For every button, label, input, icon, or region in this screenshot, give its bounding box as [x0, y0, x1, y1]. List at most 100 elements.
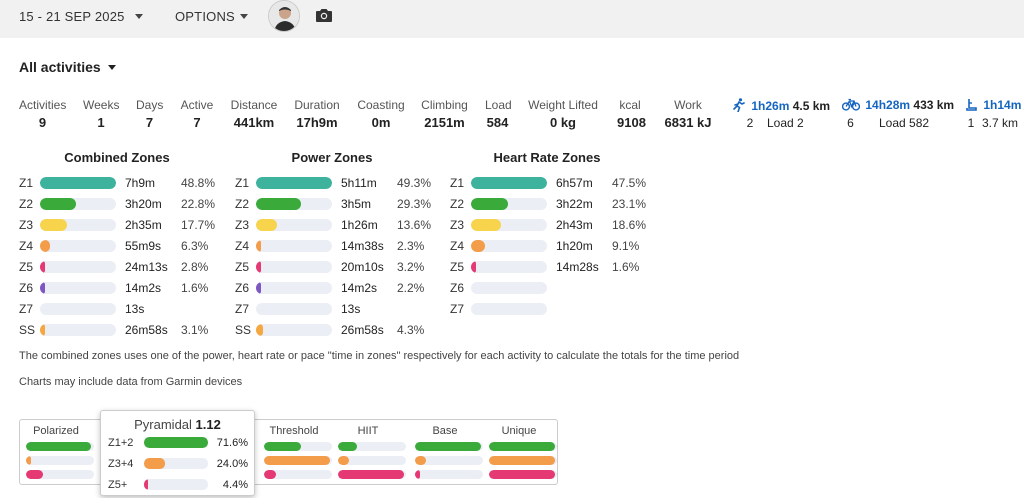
distribution-hiit[interactable]: HIIT	[332, 420, 406, 484]
distribution-bar-fill	[415, 470, 420, 479]
zone-time: 5h11m	[341, 176, 377, 190]
zone-chart-title: Power Zones	[291, 150, 373, 165]
ride-count: 6	[847, 116, 854, 130]
zone-bar	[40, 261, 116, 273]
stat-activities: Activities 9	[19, 98, 66, 130]
zone-label: Z7	[450, 302, 465, 316]
distribution-bar-fill	[489, 456, 555, 465]
run-time: 1h26m	[751, 99, 790, 113]
run-count: 2	[746, 116, 754, 130]
zone-percent: 23.1%	[612, 197, 647, 211]
zone-bar	[256, 324, 332, 336]
distribution-bar	[338, 456, 406, 465]
distribution-polarized[interactable]: Polarized	[20, 420, 94, 484]
run-load: Load 2	[767, 116, 804, 130]
zone-bar	[471, 303, 547, 315]
zone-row: Z7 13s	[235, 302, 435, 316]
stat-coasting: Coasting 0m	[357, 98, 405, 130]
pyramidal-row-percent: 4.4%	[222, 479, 248, 491]
distribution-bar-fill	[26, 456, 31, 465]
camera-icon[interactable]	[314, 5, 334, 25]
distribution-base[interactable]: Base	[409, 420, 483, 484]
date-range-selector[interactable]: 15 - 21 SEP 2025	[19, 9, 143, 24]
zone-row: Z2 3h22m 23.1%	[450, 197, 650, 211]
zone-label: Z5	[235, 260, 250, 274]
zone-bar-fill	[256, 240, 261, 252]
ride-distance: 433 km	[913, 98, 955, 112]
zone-row: Z1 7h9m 48.8%	[19, 176, 219, 190]
zone-time: 2h35m	[125, 218, 162, 232]
options-menu-button[interactable]: OPTIONS	[175, 9, 248, 24]
stat-value: 17h9m	[296, 115, 338, 130]
bike-icon	[841, 98, 861, 111]
distribution-bar	[415, 442, 483, 451]
zone-percent: 2.2%	[397, 281, 425, 295]
zone-bar-fill	[40, 324, 46, 336]
distribution-bar-fill	[338, 456, 349, 465]
zone-time: 26m58s	[341, 323, 384, 337]
zone-percent: 1.6%	[181, 281, 209, 295]
chevron-down-icon	[239, 14, 248, 20]
distribution-bar	[415, 456, 483, 465]
zone-label: Z6	[450, 281, 465, 295]
zone-row: Z2 3h5m 29.3%	[235, 197, 435, 211]
stat-value: 441km	[233, 115, 275, 130]
pyramidal-bar	[144, 479, 208, 490]
distribution-bar	[415, 470, 483, 479]
sport-summary-run[interactable]: 1h26m 4.5 km 2 Load 2	[733, 98, 830, 130]
pyramidal-row-percent: 24.0%	[216, 458, 248, 470]
zone-bar	[471, 198, 547, 210]
stat-label: Load	[485, 98, 512, 112]
zone-label: Z5	[19, 260, 34, 274]
distribution-bar-fill	[489, 470, 555, 479]
stat-active: Active 7	[180, 98, 214, 130]
zone-time: 24m13s	[125, 260, 168, 274]
zone-row: Z5 24m13s 2.8%	[19, 260, 219, 274]
stat-days: Days 7	[136, 98, 163, 130]
stat-kcal: kcal 9108	[617, 98, 646, 130]
distribution-label: Threshold	[269, 425, 319, 437]
distribution-unique[interactable]: Unique	[483, 420, 557, 484]
zone-row: Z5 14m28s 1.6%	[450, 260, 650, 274]
zone-percent: 22.8%	[181, 197, 216, 211]
activity-filter-dropdown[interactable]: All activities	[19, 59, 116, 75]
zone-row: Z3 2h35m 17.7%	[19, 218, 219, 232]
zone-bar-fill	[256, 261, 262, 273]
stat-label: Active	[180, 98, 214, 112]
zone-time: 14m2s	[125, 281, 162, 295]
stat-label: Weight Lifted	[528, 98, 598, 112]
chevron-down-icon	[107, 64, 116, 70]
pyramidal-row-label: Z1+2	[108, 437, 134, 449]
zone-bar	[256, 240, 332, 252]
zone-bar-fill	[40, 282, 45, 294]
zone-time: 3h22m	[556, 197, 593, 211]
run-icon	[733, 98, 745, 113]
zone-label: Z1	[19, 176, 34, 190]
distribution-bar	[489, 442, 557, 451]
zone-percent: 9.1%	[612, 239, 640, 253]
zone-percent: 4.3%	[397, 323, 425, 337]
pyramidal-label: Pyramidal	[134, 417, 192, 432]
distribution-bar	[26, 456, 94, 465]
stat-label: Coasting	[357, 98, 405, 112]
zone-row: Z7 13s	[19, 302, 219, 316]
zone-row: Z4 14m38s 2.3%	[235, 239, 435, 253]
zone-percent: 3.1%	[181, 323, 209, 337]
distribution-threshold[interactable]: Threshold	[258, 420, 332, 484]
pyramidal-title: Pyramidal 1.12	[101, 417, 254, 432]
zone-label: Z4	[19, 239, 34, 253]
zone-bar-fill	[256, 282, 261, 294]
zone-bar-fill	[256, 198, 301, 210]
sport-summary-walk[interactable]: 1h14m 1 3.7 km	[966, 98, 1021, 130]
stat-label: Work	[674, 98, 702, 112]
distribution-bar-fill	[338, 442, 358, 451]
zone-time: 55m9s	[125, 239, 162, 253]
activity-filter-label: All activities	[19, 59, 101, 75]
sport-summary-ride[interactable]: 14h28m 433 km 6 Load 582	[841, 98, 955, 130]
stat-value: 6831 kJ	[664, 115, 712, 130]
distribution-bar-fill	[264, 442, 302, 451]
zone-percent: 1.6%	[612, 260, 640, 274]
stat-duration: Duration 17h9m	[294, 98, 340, 130]
avatar[interactable]	[268, 0, 300, 32]
walk-time: 1h14m	[983, 98, 1022, 112]
